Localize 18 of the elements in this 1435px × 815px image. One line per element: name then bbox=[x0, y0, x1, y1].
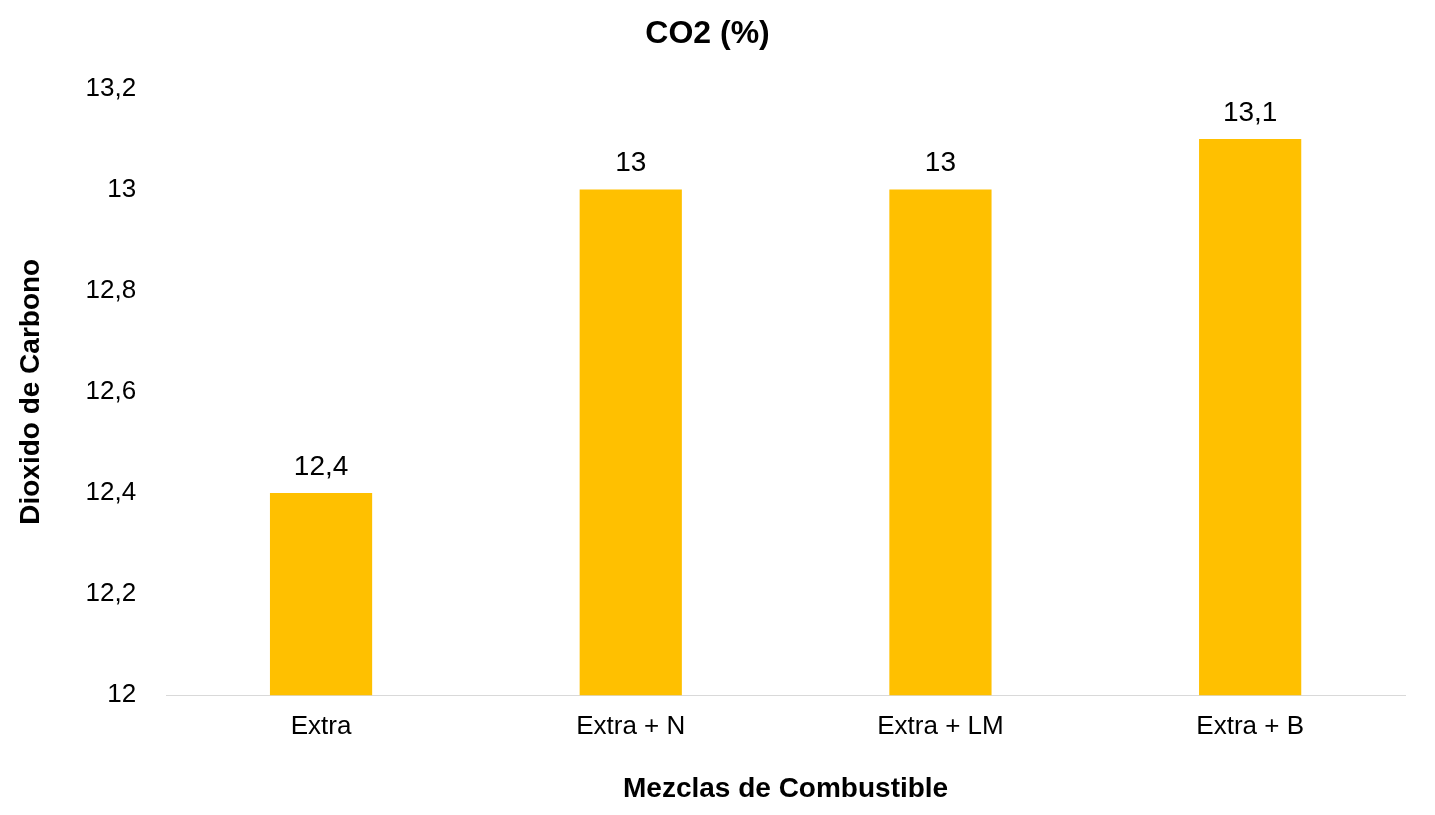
data-label: 13 bbox=[924, 146, 957, 178]
x-tick-label: Extra + LM bbox=[877, 709, 1004, 740]
y-tick-label: 13,2 bbox=[85, 71, 137, 102]
y-tick-label: 13 bbox=[107, 172, 137, 203]
y-tick-label: 12,6 bbox=[85, 374, 137, 405]
x-tick-label: Extra bbox=[290, 709, 352, 740]
y-tick-label: 12,8 bbox=[85, 273, 137, 304]
y-axis-title: Dioxido de Carbono bbox=[13, 258, 45, 525]
chart-title: CO2 (%) bbox=[645, 14, 770, 51]
x-tick-label: Extra + N bbox=[576, 709, 686, 740]
y-tick-label: 12,4 bbox=[85, 476, 137, 507]
data-label: 12,4 bbox=[293, 449, 349, 481]
x-axis-title: Mezclas de Combustible bbox=[623, 771, 949, 803]
y-tick-label: 12 bbox=[107, 678, 137, 709]
x-tick-label: Extra + B bbox=[1196, 709, 1304, 740]
y-tick-label: 12,2 bbox=[85, 577, 137, 608]
data-label: 13,1 bbox=[1222, 95, 1278, 127]
data-label: 13 bbox=[615, 146, 647, 178]
